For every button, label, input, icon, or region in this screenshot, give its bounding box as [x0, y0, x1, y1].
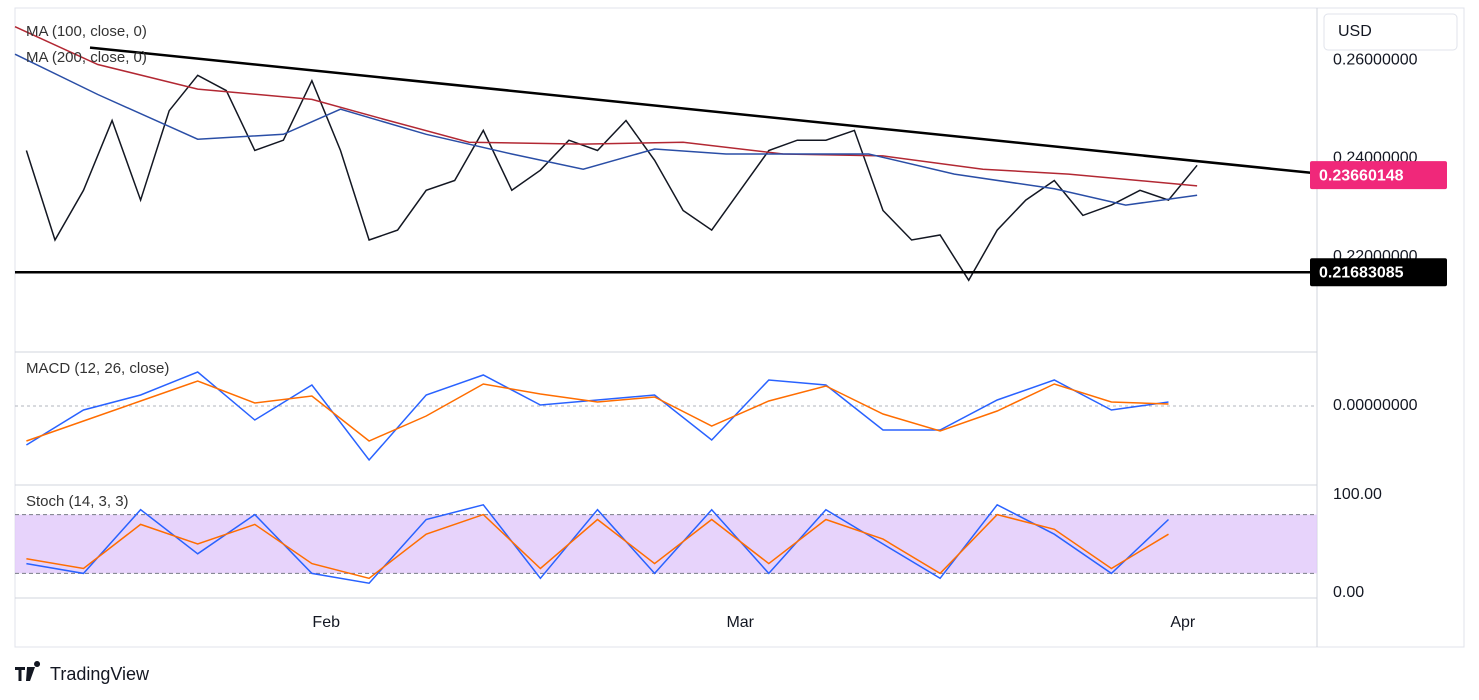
series-line: [26, 380, 1169, 442]
trendline: [89, 46, 1318, 175]
series-line: [26, 503, 1170, 585]
y-tick-label: 100.00: [1333, 486, 1382, 503]
series-line: [14, 53, 1198, 206]
x-tick-label: Feb: [312, 614, 340, 631]
series-line: [25, 74, 1198, 282]
series-line: [26, 371, 1169, 462]
currency-box[interactable]: [1323, 13, 1458, 51]
band: [15, 514, 1317, 574]
x-tick-label: Mar: [726, 614, 754, 631]
legend-entry: MA (100, close, 0): [26, 23, 147, 40]
series-line: [26, 513, 1169, 580]
series-line: [14, 26, 1198, 187]
y-tick-label: 0.00000000: [1333, 397, 1418, 414]
price-label-box: [1310, 161, 1447, 190]
y-tick-label: 0.00: [1333, 584, 1364, 601]
logo: [15, 661, 41, 681]
price-label: 0.23660148: [1319, 167, 1404, 184]
brand: TradingView: [50, 664, 150, 684]
currency: USD: [1338, 23, 1372, 40]
price-label-box: [1310, 258, 1447, 287]
legend-entry: MA (200, close, 0): [26, 49, 147, 66]
x-tick-label: Apr: [1170, 614, 1196, 631]
indicator-title: Stoch (14, 3, 3): [26, 493, 129, 510]
indicator-title: MACD (12, 26, close): [26, 360, 169, 377]
price-label: 0.21683085: [1319, 264, 1404, 281]
y-tick-label: 0.26000000: [1333, 51, 1418, 68]
frame: [14, 7, 1465, 648]
